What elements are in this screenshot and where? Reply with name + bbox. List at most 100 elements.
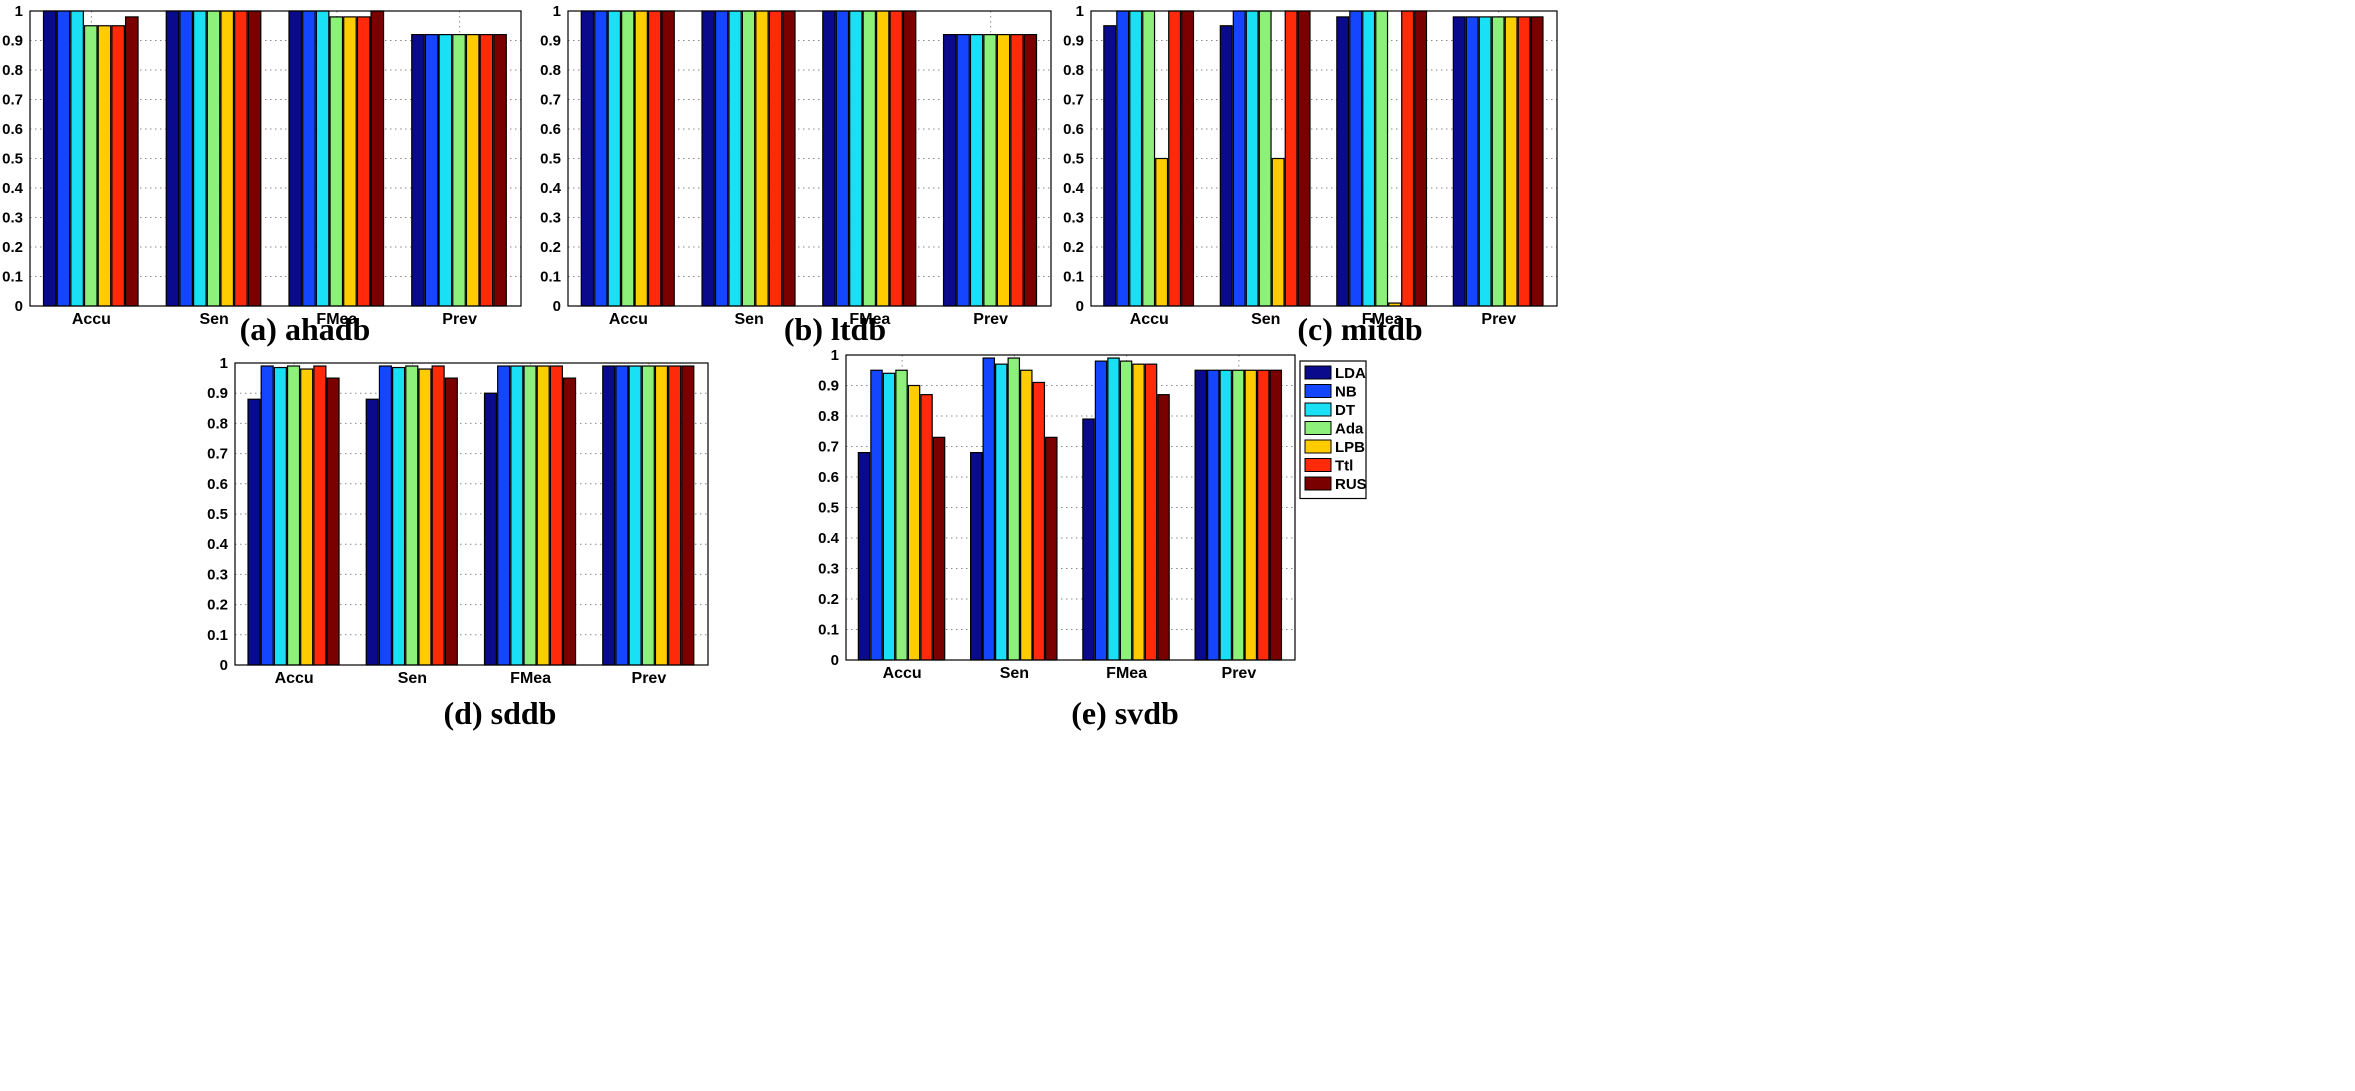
bar-ttl-prev — [479, 33, 494, 307]
legend-label-lpb: LPB — [1335, 439, 1365, 456]
bar-ttl-accu — [111, 25, 125, 307]
y-tick-label: 0.4 — [818, 530, 840, 547]
bar-rus-prev — [681, 365, 695, 666]
legend-label-nb: NB — [1335, 384, 1357, 401]
y-tick-label: 0.6 — [540, 121, 561, 138]
y-tick-label: 0.2 — [818, 591, 839, 608]
chart-panel-d: 0 0.1 0.2 0.3 0.4 0.5 0.6 0.7 0.8 0.9 1 Accu Sen FMea… — [207, 355, 709, 731]
y-tick-label: 0 — [220, 657, 228, 674]
legend-swatch-lpb — [1304, 439, 1332, 454]
bar-ada-sen — [741, 10, 756, 307]
bar-ttl-sen — [1032, 381, 1046, 661]
bar-rus-prev — [1023, 33, 1038, 307]
bar-lda-accu — [857, 452, 871, 661]
bar-nb-accu — [260, 365, 274, 666]
x-tick-label: FMea — [510, 670, 551, 687]
y-tick-label: 0.1 — [2, 269, 23, 286]
bar-lda-prev — [1194, 369, 1208, 661]
y-tick-label: 0.2 — [207, 597, 228, 614]
y-tick-label: 0.9 — [207, 385, 228, 402]
x-tick-label: FMea — [1106, 665, 1147, 682]
bar-ttl-prev — [668, 365, 682, 666]
bar-nb-accu — [594, 10, 608, 307]
bar-lpb-fmea — [875, 10, 890, 307]
bar-lpb-fmea — [536, 365, 550, 666]
panel-caption: (a) ahadb — [240, 311, 371, 347]
bar-rus-prev — [1530, 16, 1544, 307]
bar-rus-fmea — [1414, 10, 1428, 307]
y-tick-label: 0.8 — [2, 62, 23, 79]
bar-lpb-prev — [465, 33, 480, 307]
bar-ada-accu — [895, 369, 908, 661]
y-tick-label: 0.8 — [1063, 62, 1084, 79]
bar-lpb-prev — [1244, 369, 1258, 661]
y-tick-label: 0.2 — [540, 239, 561, 256]
x-tick-label: Accu — [72, 311, 111, 328]
y-tick-label: 0.1 — [818, 622, 839, 639]
bar-rus-accu — [326, 377, 340, 666]
bar-lpb-fmea — [1132, 363, 1145, 661]
bar-rus-prev — [493, 33, 507, 307]
x-tick-label: Accu — [609, 311, 648, 328]
y-tick-label: 0.3 — [540, 210, 561, 227]
y-tick-label: 0.5 — [207, 506, 228, 523]
bar-rus-sen — [1045, 436, 1058, 661]
y-tick-label: 0.9 — [1063, 33, 1084, 50]
bar-ada-accu — [621, 10, 635, 307]
legend-label-ttl: Ttl — [1335, 458, 1353, 475]
bar-lda-prev — [411, 33, 425, 307]
bar-nb-fmea — [835, 10, 850, 307]
bar-ttl-accu — [920, 394, 933, 661]
bar-nb-sen — [982, 357, 996, 661]
bar-ada-fmea — [329, 16, 344, 307]
bar-nb-prev — [956, 33, 970, 307]
y-tick-label: 0 — [15, 298, 23, 315]
bar-ttl-fmea — [889, 10, 903, 307]
y-tick-label: 0.4 — [540, 180, 562, 197]
bar-dt-sen — [995, 363, 1008, 661]
bar-ttl-accu — [313, 365, 327, 666]
bar-ada-sen — [1258, 10, 1272, 307]
y-tick-label: 0.9 — [540, 33, 561, 50]
y-tick-label: 0.6 — [818, 469, 839, 486]
y-tick-label: 0.1 — [1063, 269, 1084, 286]
bar-dt-prev — [1478, 16, 1492, 307]
y-tick-label: 0.3 — [818, 561, 839, 578]
y-tick-label: 1 — [15, 3, 23, 20]
chart-panel-c: 0 0.1 0.2 0.3 0.4 0.5 0.6 0.7 0.8 0.9 1 Accu Sen FMea… — [1063, 3, 1558, 347]
bar-dt-sen — [193, 10, 207, 307]
bar-nb-sen — [1232, 10, 1246, 307]
bar-dt-fmea — [849, 10, 863, 307]
bar-nb-sen — [179, 10, 194, 307]
bar-ada-fmea — [523, 365, 537, 666]
bar-lpb-prev — [654, 365, 669, 666]
x-tick-label: FMea — [316, 311, 357, 328]
bar-dt-fmea — [315, 10, 330, 307]
y-tick-label: 1 — [553, 3, 561, 20]
bar-lda-sen — [701, 10, 715, 307]
bar-rus-accu — [932, 436, 946, 661]
bar-dt-accu — [607, 10, 622, 307]
x-tick-label: Prev — [1222, 665, 1257, 682]
bar-rus-fmea — [562, 377, 577, 666]
bar-ada-prev — [1232, 369, 1245, 661]
y-tick-label: 0.7 — [540, 92, 561, 109]
bar-lda-accu — [42, 10, 57, 307]
x-tick-label: Prev — [1481, 311, 1516, 328]
y-tick-label: 0.6 — [1063, 121, 1084, 138]
y-tick-label: 0.9 — [818, 378, 839, 395]
bar-rus-fmea — [902, 10, 917, 307]
bar-dt-sen — [1245, 10, 1259, 307]
y-tick-label: 1 — [831, 347, 839, 364]
bar-ada-fmea — [1119, 360, 1133, 661]
panel-caption: (d) sddb — [444, 695, 557, 731]
bar-nb-sen — [378, 365, 393, 666]
bar-lpb-accu — [907, 384, 921, 661]
bar-lda-prev — [602, 365, 616, 666]
bar-ttl-sen — [1284, 10, 1298, 307]
bar-lda-accu — [247, 398, 261, 666]
y-tick-label: 0.3 — [207, 566, 228, 583]
y-tick-label: 0.4 — [2, 180, 24, 197]
x-tick-label: Accu — [1130, 311, 1169, 328]
